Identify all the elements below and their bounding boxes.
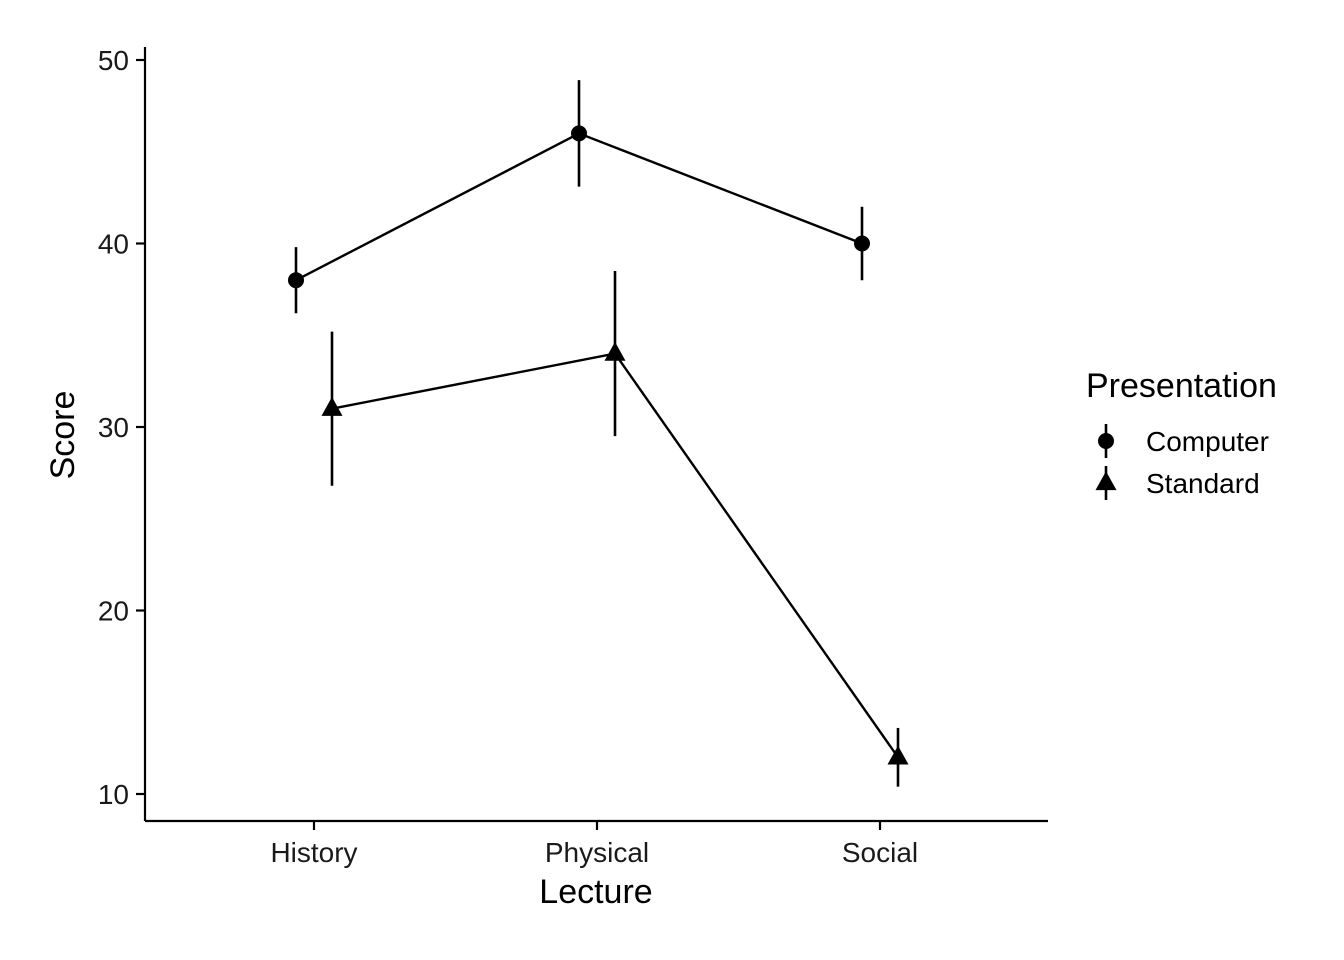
plot-area: [288, 80, 909, 787]
x-axis: History Physical Social: [145, 819, 1048, 868]
y-tick-label: 50: [98, 45, 129, 76]
y-tick-label: 40: [98, 229, 129, 260]
legend-key-computer: [1098, 433, 1114, 449]
y-tick-label: 10: [98, 779, 129, 810]
x-tick-label: History: [270, 837, 357, 868]
point-standard: [887, 745, 909, 765]
point-computer: [854, 235, 870, 252]
legend-title: Presentation: [1086, 367, 1277, 405]
legend-label-computer: Computer: [1146, 426, 1269, 457]
y-axis: 10 20 30 40 50: [98, 45, 147, 821]
x-tick-label: Physical: [545, 837, 649, 868]
point-computer: [571, 125, 587, 142]
point-standard: [604, 341, 626, 361]
legend: Presentation Computer Standard: [1086, 367, 1277, 500]
y-tick-label: 20: [98, 596, 129, 627]
y-tick-label: 30: [98, 412, 129, 443]
point-standard: [321, 396, 343, 416]
legend-key-standard: [1095, 471, 1117, 491]
legend-label-standard: Standard: [1146, 468, 1260, 499]
y-axis-title: Score: [44, 391, 82, 480]
point-computer: [288, 272, 304, 289]
x-axis-title: Lecture: [539, 873, 652, 911]
x-tick-label: Social: [842, 837, 918, 868]
